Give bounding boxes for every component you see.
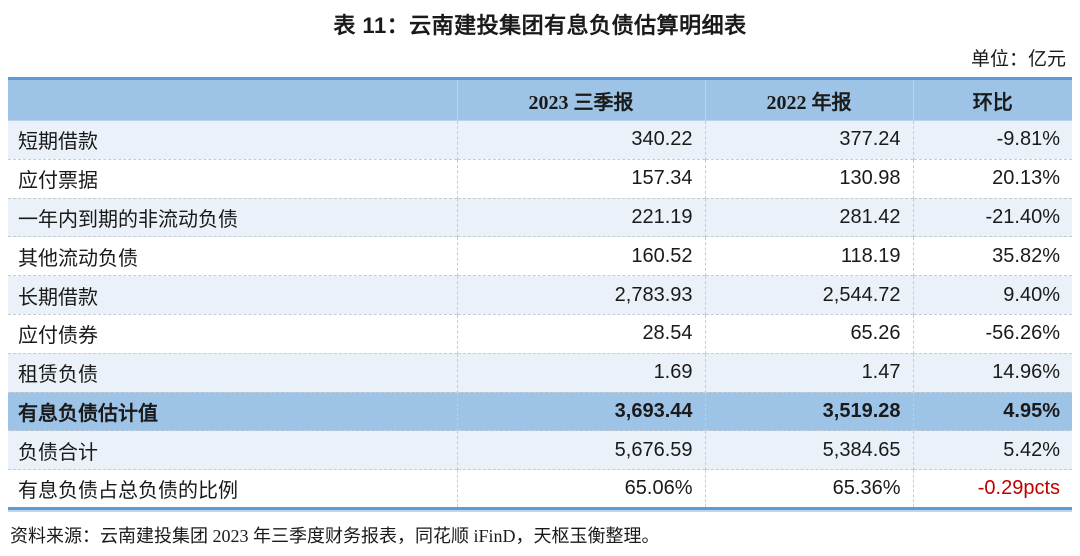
table-row-bonds-payable: 应付债券 28.54 65.26 -56.26% [8,313,1072,354]
value-2022fy: 377.24 [704,120,913,160]
row-label: 长期借款 [8,275,457,315]
value-2022fy: 2,544.72 [704,275,913,315]
value-2023q3: 65.06% [456,469,705,509]
row-label: 有息负债占总负债的比例 [8,469,457,509]
table-row-interest-bearing-debt-estimate: 有息负债估计值 3,693.44 3,519.28 4.95% [8,391,1072,431]
table-row-notes-payable: 应付票据 157.34 130.98 20.13% [8,158,1072,199]
table-row-short-term-borrowings: 短期借款 340.22 377.24 -9.81% [8,120,1072,160]
table-row-other-current-liabilities: 其他流动负债 160.52 118.19 35.82% [8,236,1072,276]
value-2023q3: 28.54 [456,313,705,354]
debt-table: 2023 三季报 2022 年报 环比 短期借款 340.22 377.24 -… [8,77,1072,510]
value-2023q3: 3,693.44 [456,391,705,431]
unit-label: 单位：亿元 [970,49,1066,70]
value-2023q3: 340.22 [456,120,705,160]
value-2022fy: 3,519.28 [704,391,913,431]
value-change: 20.13% [912,158,1072,199]
table-row-long-term-borrowings: 长期借款 2,783.93 2,544.72 9.40% [8,275,1072,315]
value-2022fy: 118.19 [704,236,913,276]
row-label: 应付票据 [8,158,457,199]
value-change: 4.95% [912,391,1072,431]
header-2023-q3: 2023 三季报 [456,78,705,121]
table-row-debt-ratio: 有息负债占总负债的比例 65.06% 65.36% -0.29pcts [8,469,1072,509]
value-change: -9.81% [912,120,1072,160]
value-2022fy: 130.98 [704,158,913,199]
value-2023q3: 1.69 [456,352,705,393]
value-change: -56.26% [912,313,1072,354]
table-title: 表 11：云南建投集团有息负债估算明细表 [333,13,747,38]
value-2023q3: 2,783.93 [456,275,705,315]
value-change: 35.82% [912,236,1072,276]
row-label: 应付债券 [8,313,457,354]
value-2022fy: 5,384.65 [704,430,913,470]
table-row-total-liabilities: 负债合计 5,676.59 5,384.65 5.42% [8,430,1072,470]
value-change: 5.42% [912,430,1072,470]
row-label: 短期借款 [8,120,457,160]
value-change: -0.29pcts [912,469,1072,509]
value-2023q3: 5,676.59 [456,430,705,470]
header-change: 环比 [912,78,1072,121]
data-source-note: 资料来源：云南建投集团 2023 年三季度财务报表，同花顺 iFinD，天枢玉衡… [10,526,660,546]
value-change: 14.96% [912,352,1072,393]
value-2022fy: 1.47 [704,352,913,393]
value-change: -21.40% [912,197,1072,237]
value-2022fy: 65.36% [704,469,913,509]
value-2023q3: 157.34 [456,158,705,199]
row-label: 负债合计 [8,430,457,470]
row-label: 有息负债估计值 [8,391,457,431]
value-2023q3: 221.19 [456,197,705,237]
value-2022fy: 65.26 [704,313,913,354]
header-row: 2023 三季报 2022 年报 环比 [8,78,1072,121]
header-empty-cell [8,78,457,121]
row-label: 租赁负债 [8,352,457,393]
value-change: 9.40% [912,275,1072,315]
value-2023q3: 160.52 [456,236,705,276]
table-row-noncurrent-due-within-1y: 一年内到期的非流动负债 221.19 281.42 -21.40% [8,197,1072,237]
value-2022fy: 281.42 [704,197,913,237]
header-2022-fy: 2022 年报 [704,78,913,121]
table-row-lease-liabilities: 租赁负债 1.69 1.47 14.96% [8,352,1072,393]
row-label: 其他流动负债 [8,236,457,276]
row-label: 一年内到期的非流动负债 [8,197,457,237]
